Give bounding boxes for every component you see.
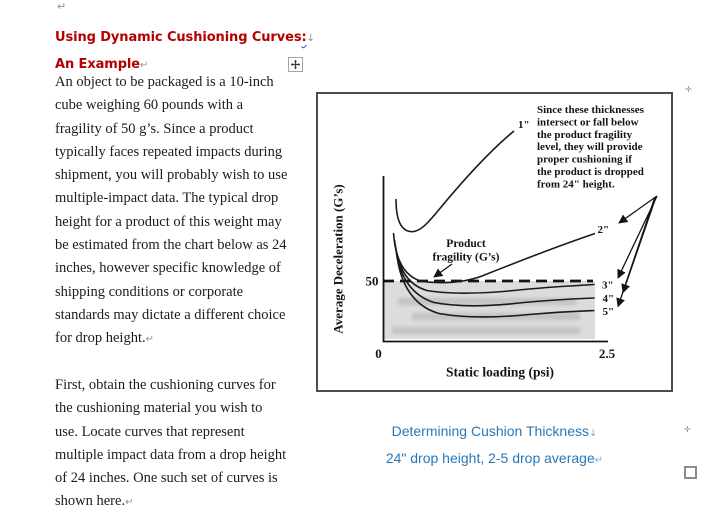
product-fragility-label-line2: fragility (G’s) xyxy=(433,252,500,264)
section-heading[interactable]: Using Dynamic Cushioning Curves:↓ An Exa… xyxy=(55,25,385,79)
heading-line-1: Using Dynamic Cushioning Curves:↓ xyxy=(55,25,385,52)
annotation-line-7: from 24" height. xyxy=(537,178,615,190)
annotation-line-3: the product fragility xyxy=(537,129,633,141)
cushioning-curves-figure[interactable]: 1" 2" 3" 4" 5" Product fragility (G’s) S… xyxy=(316,92,673,392)
line-break-mark: ↓ xyxy=(306,33,315,44)
paragraph-mark: ↵ xyxy=(594,455,604,466)
label-4-inch: 4" xyxy=(603,293,615,305)
body-paragraph-2[interactable]: First, obtain the cushioning curves for … xyxy=(55,374,347,515)
caption-title: Determining Cushion Thickness xyxy=(391,423,589,439)
curve-4-inch xyxy=(394,245,595,307)
annotation-line-2: intersect or fall below xyxy=(537,116,639,128)
paragraph-text: First, obtain the cushioning curves for … xyxy=(55,377,287,510)
move-arrows-icon xyxy=(291,60,300,69)
y-axis-title: Average Deceleration (G’s) xyxy=(331,184,346,333)
heading-line-2: An Example↵ xyxy=(55,52,385,79)
anchor-cross-mark-bottom: ✛ xyxy=(684,425,691,434)
curve-2-inch xyxy=(392,232,596,284)
x-axis-title: Static loading (psi) xyxy=(446,365,554,380)
paragraph-mark: ↵ xyxy=(145,334,154,346)
cushion-curves xyxy=(392,130,596,318)
x-tick-0: 0 xyxy=(375,346,382,361)
paragraph-mark: ↵ xyxy=(140,60,149,71)
curve-3-inch xyxy=(393,239,595,294)
paragraph-text: An object to be packaged is a 10-inch cu… xyxy=(55,74,288,347)
paragraph-mark: ↵ xyxy=(57,0,67,13)
x-tick-2-5: 2.5 xyxy=(599,346,616,361)
resize-handle-square[interactable] xyxy=(684,466,697,479)
paragraph-mark: ↵ xyxy=(125,497,134,509)
heading-colon-spellcheck: : xyxy=(301,30,307,45)
anchor-cross-mark-top: ✛ xyxy=(685,85,692,94)
label-3-inch: 3" xyxy=(602,280,614,292)
label-2-inch: 2" xyxy=(598,224,610,236)
y-tick-50: 50 xyxy=(366,274,379,289)
annotation-text: Since these thicknesses intersect or fal… xyxy=(537,104,645,190)
curve-1-inch xyxy=(395,130,515,233)
fragility-pointer-arrow xyxy=(433,263,453,278)
cushioning-curves-chart: 1" 2" 3" 4" 5" Product fragility (G’s) S… xyxy=(316,92,673,392)
product-fragility-label-line1: Product xyxy=(446,238,486,250)
caption-line-2: 24" drop height, 2-5 drop average↵ xyxy=(316,446,673,473)
annotation-arrows xyxy=(616,195,658,308)
heading-text: Using Dynamic Cushioning Curves xyxy=(55,30,302,45)
caption-line-1: Determining Cushion Thickness↓ xyxy=(316,419,673,446)
annotation-line-4: level, they will provide xyxy=(537,141,643,153)
heading-text-2: An Example xyxy=(55,57,141,72)
caption-subtitle: 24" drop height, 2-5 drop average xyxy=(385,450,595,466)
line-break-mark: ↓ xyxy=(589,428,598,439)
label-1-inch: 1" xyxy=(518,119,530,131)
figure-caption[interactable]: Determining Cushion Thickness↓ 24" drop … xyxy=(316,419,673,473)
label-5-inch: 5" xyxy=(603,306,615,318)
object-move-handle[interactable] xyxy=(288,57,303,72)
curve-5-inch xyxy=(395,251,595,318)
annotation-line-1: Since these thicknesses xyxy=(537,104,645,116)
annotation-line-6: the product is dropped xyxy=(537,166,644,178)
annotation-line-5: proper cushioning if xyxy=(537,154,632,166)
body-paragraph-1[interactable]: An object to be packaged is a 10-inch cu… xyxy=(55,71,347,352)
